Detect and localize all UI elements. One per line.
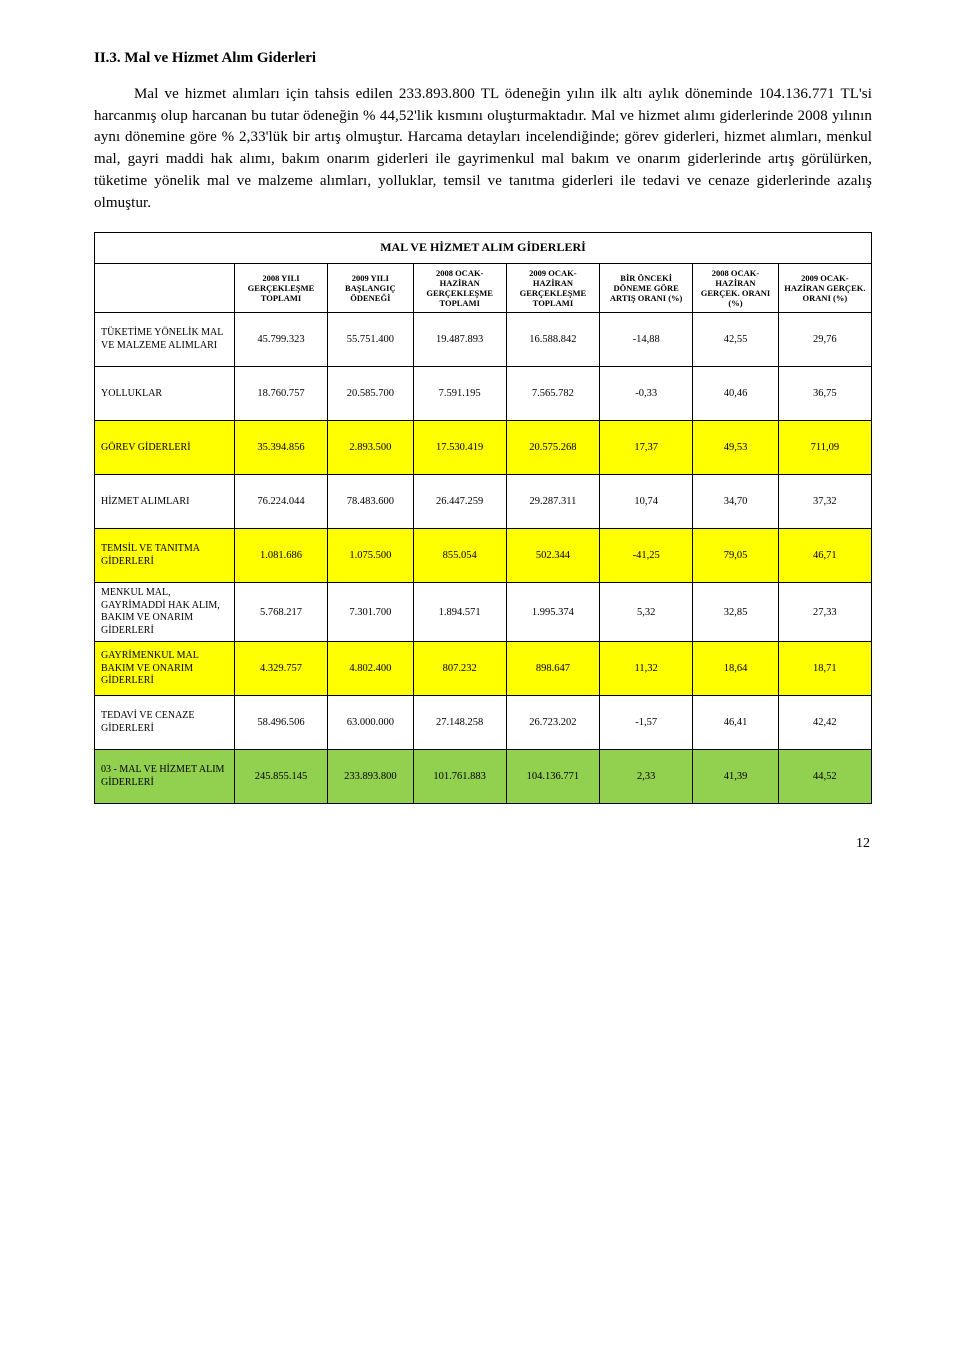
col-header: 2008 YILI GERÇEKLEŞME TOPLAMI xyxy=(234,263,327,313)
col-header: 2009 OCAK-HAZİRAN GERÇEK. ORANI (%) xyxy=(778,263,871,313)
cell: 1.075.500 xyxy=(328,529,413,583)
cell: 63.000.000 xyxy=(328,696,413,750)
table-row: TEDAVİ VE CENAZE GİDERLERİ58.496.50663.0… xyxy=(95,696,872,750)
cell: -0,33 xyxy=(600,367,693,421)
cell: 898.647 xyxy=(506,642,599,696)
cell: 37,32 xyxy=(778,475,871,529)
cell: 44,52 xyxy=(778,750,871,804)
cell: 104.136.771 xyxy=(506,750,599,804)
cell: 49,53 xyxy=(693,421,778,475)
row-label: YOLLUKLAR xyxy=(95,367,235,421)
cell: 79,05 xyxy=(693,529,778,583)
row-label: TEDAVİ VE CENAZE GİDERLERİ xyxy=(95,696,235,750)
col-header: BİR ÖNCEKİ DÖNEME GÖRE ARTIŞ ORANI (%) xyxy=(600,263,693,313)
cell: 58.496.506 xyxy=(234,696,327,750)
table-row: TEMSİL VE TANITMA GİDERLERİ1.081.6861.07… xyxy=(95,529,872,583)
col-header: 2009 OCAK-HAZİRAN GERÇEKLEŞME TOPLAMI xyxy=(506,263,599,313)
cell: 45.799.323 xyxy=(234,313,327,367)
table-row: GÖREV GİDERLERİ35.394.8562.893.50017.530… xyxy=(95,421,872,475)
cell: 42,42 xyxy=(778,696,871,750)
cell: 29.287.311 xyxy=(506,475,599,529)
row-label: TÜKETİME YÖNELİK MAL VE MALZEME ALIMLARI xyxy=(95,313,235,367)
cell: 233.893.800 xyxy=(328,750,413,804)
cell: 27,33 xyxy=(778,583,871,642)
cell: 5.768.217 xyxy=(234,583,327,642)
section-heading: II.3. Mal ve Hizmet Alım Giderleri xyxy=(94,48,872,70)
cell: 20.585.700 xyxy=(328,367,413,421)
table-title: MAL VE HİZMET ALIM GİDERLERİ xyxy=(94,232,872,262)
cell: 7.591.195 xyxy=(413,367,506,421)
cell: 40,46 xyxy=(693,367,778,421)
table-row: GAYRİMENKUL MAL BAKIM VE ONARIM GİDERLER… xyxy=(95,642,872,696)
body-paragraph: Mal ve hizmet alımları için tahsis edile… xyxy=(94,84,872,215)
table-row: MENKUL MAL, GAYRİMADDİ HAK ALIM, BAKIM V… xyxy=(95,583,872,642)
cell: 46,41 xyxy=(693,696,778,750)
cell: 46,71 xyxy=(778,529,871,583)
row-label: HİZMET ALIMLARI xyxy=(95,475,235,529)
table-row: HİZMET ALIMLARI76.224.04478.483.60026.44… xyxy=(95,475,872,529)
cell: 27.148.258 xyxy=(413,696,506,750)
cell: 711,09 xyxy=(778,421,871,475)
cell: 35.394.856 xyxy=(234,421,327,475)
cell: 26.447.259 xyxy=(413,475,506,529)
cell: -1,57 xyxy=(600,696,693,750)
cell: -41,25 xyxy=(600,529,693,583)
cell: 42,55 xyxy=(693,313,778,367)
cell: 29,76 xyxy=(778,313,871,367)
cell: 41,39 xyxy=(693,750,778,804)
col-header: 2008 OCAK-HAZİRAN GERÇEK. ORANI (%) xyxy=(693,263,778,313)
cell: 1.995.374 xyxy=(506,583,599,642)
cell: 4.329.757 xyxy=(234,642,327,696)
col-header: 2008 OCAK-HAZİRAN GERÇEKLEŞME TOPLAMI xyxy=(413,263,506,313)
cell: 17.530.419 xyxy=(413,421,506,475)
cell: 1.081.686 xyxy=(234,529,327,583)
cell: 807.232 xyxy=(413,642,506,696)
row-label: GÖREV GİDERLERİ xyxy=(95,421,235,475)
cell: -14,88 xyxy=(600,313,693,367)
cell: 17,37 xyxy=(600,421,693,475)
cell: 7.301.700 xyxy=(328,583,413,642)
cell: 20.575.268 xyxy=(506,421,599,475)
cell: 4.802.400 xyxy=(328,642,413,696)
table-row: 03 - MAL VE HİZMET ALIM GİDERLERİ245.855… xyxy=(95,750,872,804)
cell: 26.723.202 xyxy=(506,696,599,750)
cell: 10,74 xyxy=(600,475,693,529)
cell: 855.054 xyxy=(413,529,506,583)
row-label: MENKUL MAL, GAYRİMADDİ HAK ALIM, BAKIM V… xyxy=(95,583,235,642)
cell: 245.855.145 xyxy=(234,750,327,804)
table-row: TÜKETİME YÖNELİK MAL VE MALZEME ALIMLARI… xyxy=(95,313,872,367)
cell: 55.751.400 xyxy=(328,313,413,367)
cell: 2.893.500 xyxy=(328,421,413,475)
row-label: GAYRİMENKUL MAL BAKIM VE ONARIM GİDERLER… xyxy=(95,642,235,696)
cell: 502.344 xyxy=(506,529,599,583)
cell: 11,32 xyxy=(600,642,693,696)
cell: 1.894.571 xyxy=(413,583,506,642)
cell: 76.224.044 xyxy=(234,475,327,529)
cell: 36,75 xyxy=(778,367,871,421)
expenses-table: 2008 YILI GERÇEKLEŞME TOPLAMI2009 YILI B… xyxy=(94,263,872,805)
page-number: 12 xyxy=(94,834,872,854)
cell: 101.761.883 xyxy=(413,750,506,804)
cell: 7.565.782 xyxy=(506,367,599,421)
row-label: TEMSİL VE TANITMA GİDERLERİ xyxy=(95,529,235,583)
cell: 5,32 xyxy=(600,583,693,642)
cell: 18,64 xyxy=(693,642,778,696)
col-header: 2009 YILI BAŞLANGIÇ ÖDENEĞİ xyxy=(328,263,413,313)
cell: 18.760.757 xyxy=(234,367,327,421)
cell: 78.483.600 xyxy=(328,475,413,529)
table-row: YOLLUKLAR18.760.75720.585.7007.591.1957.… xyxy=(95,367,872,421)
cell: 16.588.842 xyxy=(506,313,599,367)
header-blank xyxy=(95,263,235,313)
cell: 32,85 xyxy=(693,583,778,642)
cell: 34,70 xyxy=(693,475,778,529)
cell: 19.487.893 xyxy=(413,313,506,367)
row-label: 03 - MAL VE HİZMET ALIM GİDERLERİ xyxy=(95,750,235,804)
cell: 18,71 xyxy=(778,642,871,696)
cell: 2,33 xyxy=(600,750,693,804)
